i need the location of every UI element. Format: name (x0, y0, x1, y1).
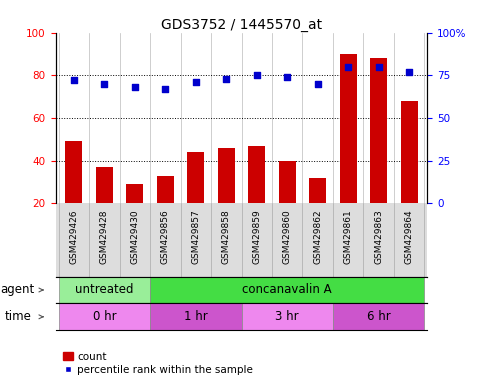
Text: GSM429428: GSM429428 (100, 209, 109, 264)
Text: GSM429859: GSM429859 (252, 209, 261, 264)
Text: GSM429860: GSM429860 (283, 209, 292, 264)
Bar (340, 54, 356, 246)
Point (131, 84, 139, 90)
Point (253, 72, 261, 78)
Bar (58, 303, 150, 330)
Text: concanavalin A: concanavalin A (242, 283, 332, 296)
Point (375, 64, 383, 70)
Bar (248, 146, 265, 246)
Text: GSM429857: GSM429857 (191, 209, 200, 264)
Text: agent: agent (0, 283, 35, 296)
Bar (333, 303, 425, 330)
Point (192, 79, 199, 85)
Text: GSM429858: GSM429858 (222, 209, 231, 264)
Bar (127, 184, 143, 246)
Text: 1 hr: 1 hr (184, 310, 208, 323)
Bar (66, 141, 82, 246)
Bar (187, 152, 204, 246)
Bar (309, 178, 326, 246)
Point (222, 76, 230, 82)
Text: GSM429430: GSM429430 (130, 209, 139, 264)
Bar (370, 58, 387, 246)
Text: 3 hr: 3 hr (275, 310, 299, 323)
Text: 0 hr: 0 hr (93, 310, 116, 323)
Bar (218, 148, 235, 246)
Point (344, 64, 352, 70)
Point (314, 81, 322, 87)
Text: GSM429862: GSM429862 (313, 209, 322, 264)
Bar (279, 161, 296, 246)
Point (284, 74, 291, 80)
Bar (401, 101, 417, 246)
Text: 6 hr: 6 hr (367, 310, 391, 323)
Text: time: time (5, 310, 32, 323)
Bar (58, 276, 150, 303)
Text: GSM429861: GSM429861 (344, 209, 353, 264)
Title: GDS3752 / 1445570_at: GDS3752 / 1445570_at (161, 18, 322, 31)
Bar (96, 167, 113, 246)
Text: GSM429856: GSM429856 (161, 209, 170, 264)
Text: untreated: untreated (75, 283, 134, 296)
Point (100, 81, 108, 87)
Point (405, 69, 413, 75)
Text: GSM429426: GSM429426 (70, 209, 78, 264)
Bar (242, 303, 333, 330)
Point (161, 86, 169, 92)
Bar (150, 276, 425, 303)
Text: GSM429864: GSM429864 (405, 209, 413, 264)
Legend: count, percentile rank within the sample: count, percentile rank within the sample (58, 348, 257, 379)
Bar (157, 175, 174, 246)
Text: GSM429863: GSM429863 (374, 209, 383, 264)
Point (70, 78, 78, 84)
Bar (150, 303, 242, 330)
